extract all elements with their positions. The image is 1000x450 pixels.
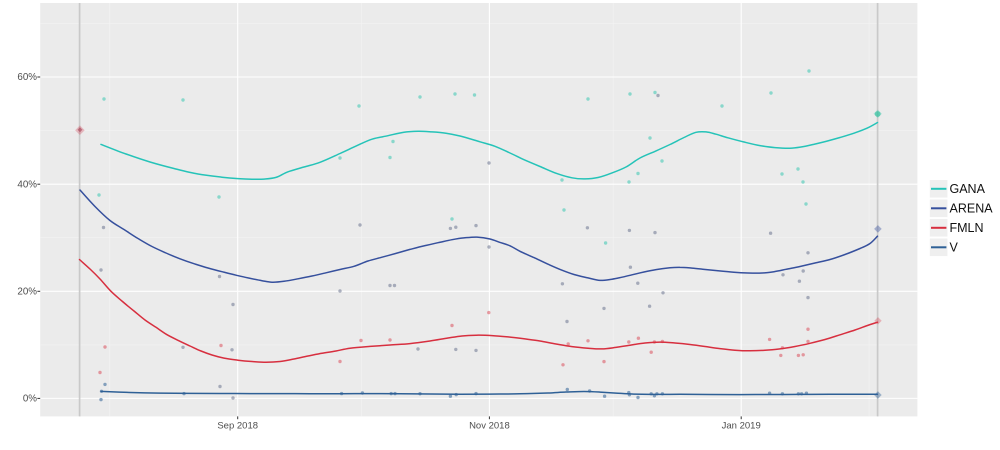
svg-text:Jan 2019: Jan 2019 — [722, 421, 761, 432]
svg-text:GANA: GANA — [950, 182, 986, 196]
svg-text:20%: 20% — [17, 286, 37, 297]
svg-text:60%: 60% — [17, 72, 37, 83]
svg-text:Sep 2018: Sep 2018 — [217, 421, 258, 432]
svg-text:FMLN: FMLN — [950, 221, 984, 235]
svg-text:40%: 40% — [17, 179, 37, 190]
svg-text:Nov 2018: Nov 2018 — [469, 421, 510, 432]
svg-text:V: V — [950, 240, 959, 254]
svg-text:0%: 0% — [23, 393, 37, 404]
svg-text:ARENA: ARENA — [950, 201, 994, 215]
